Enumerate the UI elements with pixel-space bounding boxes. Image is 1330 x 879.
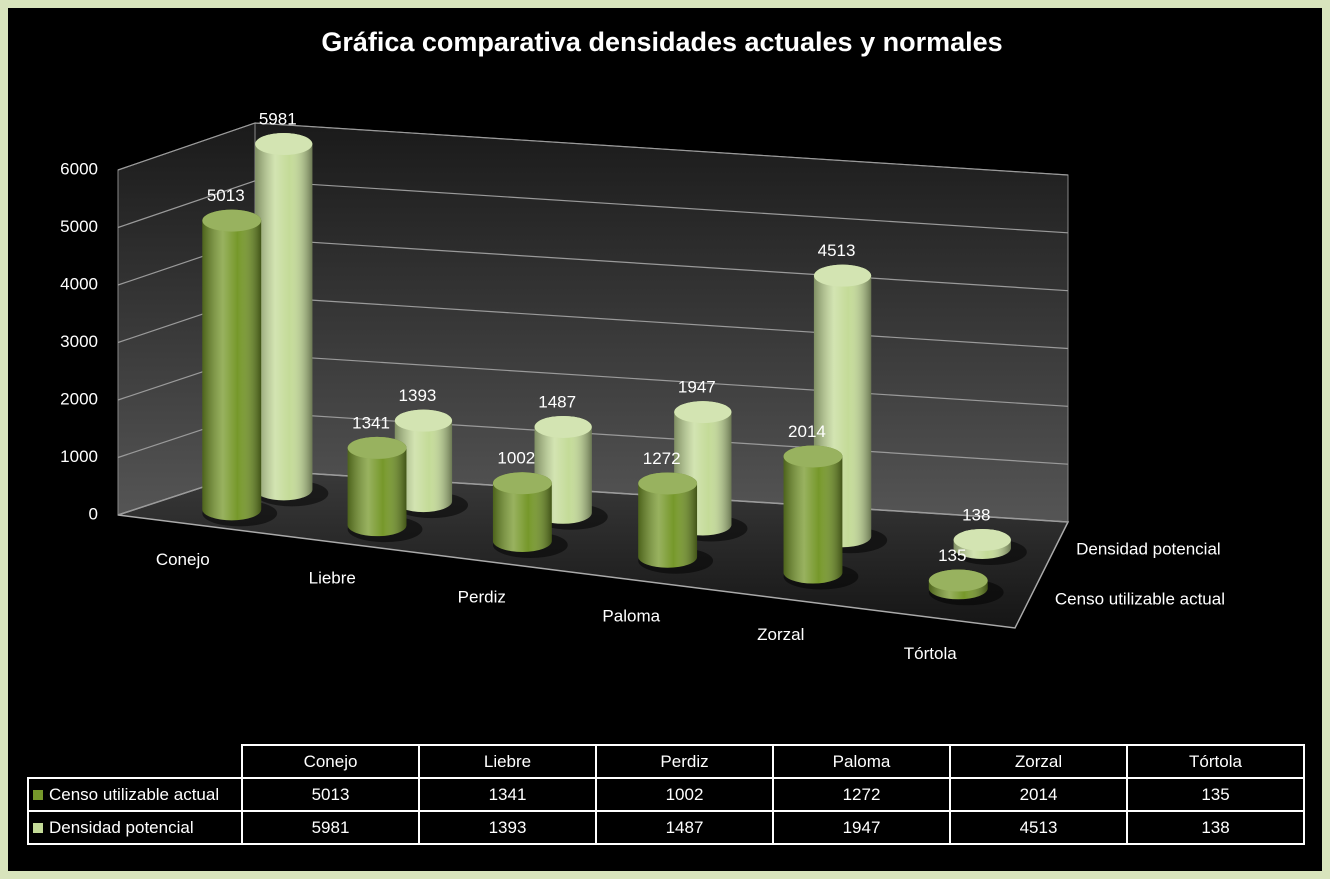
table-header: Paloma <box>772 744 951 779</box>
grid-line <box>117 180 1069 234</box>
cylinder-top-highlight <box>674 401 732 424</box>
x-tick-label: Paloma <box>602 606 660 625</box>
cylinder-shading <box>347 436 407 537</box>
data-label: 135 <box>938 546 966 565</box>
table-cell: 138 <box>1126 810 1305 845</box>
table-cell: 1487 <box>595 810 774 845</box>
series-label: Censo utilizable actual <box>1055 590 1225 609</box>
x-tick-label: Liebre <box>309 569 356 588</box>
data-label: 1002 <box>497 449 535 468</box>
data-label: 1393 <box>399 386 437 405</box>
table-cell: 1393 <box>418 810 597 845</box>
cylinder-top-highlight <box>347 436 407 459</box>
table-row: Censo utilizable actual 5013 1341 1002 1272 2… <box>27 777 1305 812</box>
cylinder-top-highlight <box>928 569 988 592</box>
table-cell: 1002 <box>595 777 774 812</box>
table-row-header: Censo utilizable actual <box>27 777 243 812</box>
cylinder-top <box>255 133 313 156</box>
cylinder-top <box>674 401 732 424</box>
data-label: 4513 <box>818 241 856 260</box>
y-tick-label: 2000 <box>60 389 98 408</box>
data-label: 5013 <box>207 186 245 205</box>
legend-key <box>33 823 43 834</box>
y-tick-label: 4000 <box>60 274 98 293</box>
cylinder-shading <box>394 409 453 513</box>
data-label: 1272 <box>643 449 681 468</box>
x-tick-label: Tórtola <box>904 644 957 663</box>
data-label: 1947 <box>678 378 716 397</box>
cylinder-shading <box>783 445 843 584</box>
data-label: 5981 <box>259 110 297 129</box>
legend-key <box>33 790 43 801</box>
table-cell: 5013 <box>241 777 420 812</box>
x-tick-label: Perdiz <box>458 588 506 607</box>
table-cell: 1947 <box>772 810 951 845</box>
cylinder-shading <box>638 472 698 568</box>
data-table: Conejo Liebre Perdiz Paloma Zorzal Tórtola Cen… <box>27 744 1305 845</box>
cylinder-top-highlight <box>783 445 843 468</box>
x-tick-label: Conejo <box>156 550 210 569</box>
y-tick-label: 1000 <box>60 447 98 466</box>
x-tick-label: Zorzal <box>757 625 804 644</box>
table-cell: 1272 <box>772 777 951 812</box>
cylinder-top-highlight <box>255 133 313 156</box>
table-header: Conejo <box>241 744 420 779</box>
y-tick-label: 6000 <box>60 159 98 178</box>
table-row: Densidad potencial 5981 1393 1487 1947 4513 13… <box>27 810 1305 845</box>
cylinder-top-highlight <box>638 472 698 495</box>
cylinder-top <box>928 569 988 592</box>
cylinder-top <box>492 472 552 495</box>
cylinder-top <box>638 472 698 495</box>
table-cell: 5981 <box>241 810 420 845</box>
table-header: Liebre <box>418 744 597 779</box>
chart-title: Gráfica comparativa densidades actuales … <box>321 27 1002 57</box>
table-header: Zorzal <box>949 744 1128 779</box>
table-row-header: Densidad potencial <box>27 810 243 845</box>
table-cell: 2014 <box>949 777 1128 812</box>
cylinder-top <box>534 415 592 438</box>
cylinder-top <box>394 409 453 432</box>
cylinder-top-highlight <box>202 209 262 232</box>
y-tick-label: 3000 <box>60 332 98 351</box>
legend-label: Densidad potencial <box>49 817 194 837</box>
cylinder-top-highlight <box>492 472 552 495</box>
series-label: Densidad potencial <box>1076 539 1221 558</box>
cylinder-shading <box>202 209 262 521</box>
data-label: 2014 <box>788 422 826 441</box>
y-tick-label: 0 <box>89 504 98 523</box>
table-header-row: Conejo Liebre Perdiz Paloma Zorzal Tórtola <box>28 744 1305 779</box>
y-tick-label: 5000 <box>60 217 98 236</box>
legend-label: Censo utilizable actual <box>49 784 220 804</box>
cylinder-top <box>347 436 407 459</box>
table-corner <box>28 745 243 779</box>
cylinder-top <box>953 528 1011 551</box>
table-header: Tórtola <box>1126 744 1305 779</box>
data-label: 1341 <box>352 413 390 432</box>
cylinder-top-highlight <box>394 409 453 432</box>
plot <box>117 122 1070 629</box>
table-cell: 4513 <box>949 810 1128 845</box>
cylinder-top <box>202 209 262 232</box>
cylinder-top <box>783 445 843 468</box>
table-header: Perdiz <box>595 744 774 779</box>
cylinder-top-highlight <box>813 264 872 287</box>
cylinder-top-highlight <box>534 415 592 438</box>
cylinder-top <box>813 264 872 287</box>
data-label: 138 <box>962 505 990 524</box>
cylinder-top-highlight <box>953 528 1011 551</box>
cylinder-shading <box>255 133 313 501</box>
data-label: 1487 <box>538 392 576 411</box>
grid-line <box>117 122 1069 176</box>
table-cell: 135 <box>1126 777 1305 812</box>
table-cell: 1341 <box>418 777 597 812</box>
